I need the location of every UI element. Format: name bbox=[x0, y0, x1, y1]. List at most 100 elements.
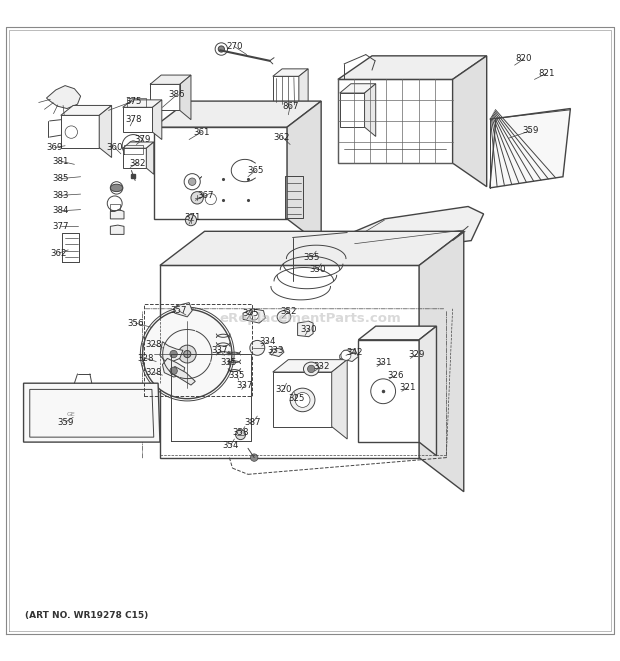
Text: 867: 867 bbox=[282, 102, 298, 110]
Text: 354: 354 bbox=[223, 441, 239, 449]
Circle shape bbox=[215, 43, 228, 56]
Polygon shape bbox=[490, 108, 570, 188]
Polygon shape bbox=[340, 349, 358, 362]
Polygon shape bbox=[270, 348, 284, 356]
Circle shape bbox=[250, 454, 258, 461]
Text: 321: 321 bbox=[400, 383, 416, 392]
Polygon shape bbox=[365, 84, 376, 136]
Polygon shape bbox=[160, 231, 464, 266]
Text: 334: 334 bbox=[260, 337, 276, 346]
Text: 387: 387 bbox=[245, 418, 261, 427]
Text: (ART NO. WR19278 C15): (ART NO. WR19278 C15) bbox=[25, 611, 148, 620]
Polygon shape bbox=[273, 360, 347, 372]
Text: GE: GE bbox=[67, 412, 76, 417]
Polygon shape bbox=[154, 127, 287, 219]
Polygon shape bbox=[150, 85, 180, 110]
Circle shape bbox=[170, 350, 177, 358]
Ellipse shape bbox=[110, 184, 123, 192]
Polygon shape bbox=[99, 106, 112, 157]
Text: 377: 377 bbox=[53, 222, 69, 231]
Polygon shape bbox=[273, 76, 299, 106]
Circle shape bbox=[179, 345, 196, 363]
Polygon shape bbox=[338, 56, 487, 79]
Circle shape bbox=[218, 46, 224, 52]
Text: 352: 352 bbox=[280, 307, 296, 317]
Ellipse shape bbox=[293, 244, 299, 249]
Text: eReplacementParts.com: eReplacementParts.com bbox=[219, 311, 401, 325]
Text: 335: 335 bbox=[220, 358, 236, 368]
Text: 356: 356 bbox=[127, 319, 143, 328]
Polygon shape bbox=[273, 69, 308, 76]
Text: 350: 350 bbox=[309, 265, 326, 274]
Polygon shape bbox=[347, 206, 484, 256]
Polygon shape bbox=[110, 210, 124, 219]
Text: 325: 325 bbox=[288, 394, 304, 403]
Text: 328: 328 bbox=[146, 340, 162, 348]
Polygon shape bbox=[338, 79, 453, 163]
Text: 385: 385 bbox=[53, 174, 69, 183]
Ellipse shape bbox=[290, 241, 303, 251]
Polygon shape bbox=[153, 100, 162, 139]
Circle shape bbox=[128, 141, 138, 151]
Text: 270: 270 bbox=[226, 42, 242, 51]
Text: 358: 358 bbox=[232, 428, 249, 438]
Text: 337: 337 bbox=[212, 346, 228, 355]
Circle shape bbox=[250, 311, 259, 320]
Text: 379: 379 bbox=[135, 135, 151, 144]
Polygon shape bbox=[243, 309, 265, 323]
Text: 328: 328 bbox=[146, 368, 162, 377]
Circle shape bbox=[341, 350, 351, 360]
Text: 332: 332 bbox=[313, 362, 329, 371]
Circle shape bbox=[143, 309, 232, 399]
Polygon shape bbox=[170, 366, 195, 385]
Polygon shape bbox=[150, 75, 191, 85]
Circle shape bbox=[188, 178, 196, 186]
Text: 362: 362 bbox=[274, 133, 290, 141]
Polygon shape bbox=[298, 321, 313, 336]
Text: 329: 329 bbox=[409, 350, 425, 358]
Text: 337: 337 bbox=[237, 381, 253, 389]
Circle shape bbox=[205, 194, 216, 205]
Text: 375: 375 bbox=[125, 97, 141, 106]
Polygon shape bbox=[46, 86, 81, 108]
Circle shape bbox=[184, 350, 191, 358]
Polygon shape bbox=[24, 383, 160, 442]
Text: 360: 360 bbox=[107, 143, 123, 152]
Text: 367: 367 bbox=[198, 191, 214, 200]
Circle shape bbox=[170, 367, 177, 375]
Circle shape bbox=[122, 135, 144, 157]
Polygon shape bbox=[419, 326, 436, 455]
Polygon shape bbox=[154, 101, 321, 127]
Ellipse shape bbox=[304, 362, 319, 375]
Polygon shape bbox=[123, 142, 154, 148]
Circle shape bbox=[250, 340, 265, 356]
Text: 320: 320 bbox=[276, 385, 292, 394]
Text: 342: 342 bbox=[347, 348, 363, 357]
Text: 378: 378 bbox=[125, 115, 141, 124]
Text: 365: 365 bbox=[247, 166, 264, 175]
Text: 383: 383 bbox=[53, 191, 69, 200]
Text: 384: 384 bbox=[53, 206, 69, 215]
Text: 326: 326 bbox=[388, 371, 404, 379]
Polygon shape bbox=[162, 358, 185, 377]
Circle shape bbox=[308, 366, 315, 373]
Polygon shape bbox=[123, 107, 153, 132]
Circle shape bbox=[110, 182, 123, 194]
Polygon shape bbox=[61, 106, 112, 116]
Polygon shape bbox=[287, 101, 321, 245]
Text: 357: 357 bbox=[170, 306, 187, 315]
Polygon shape bbox=[453, 56, 487, 186]
Polygon shape bbox=[340, 93, 365, 127]
Circle shape bbox=[191, 192, 203, 204]
Polygon shape bbox=[180, 75, 191, 120]
Ellipse shape bbox=[285, 237, 308, 255]
Polygon shape bbox=[160, 342, 183, 362]
Text: 369: 369 bbox=[46, 143, 63, 152]
Text: 335: 335 bbox=[229, 371, 245, 379]
Polygon shape bbox=[123, 148, 146, 168]
Text: 359: 359 bbox=[57, 418, 73, 427]
Text: 361: 361 bbox=[193, 128, 210, 137]
Text: 371: 371 bbox=[184, 213, 200, 222]
Text: 345: 345 bbox=[243, 309, 259, 318]
Circle shape bbox=[184, 174, 200, 190]
